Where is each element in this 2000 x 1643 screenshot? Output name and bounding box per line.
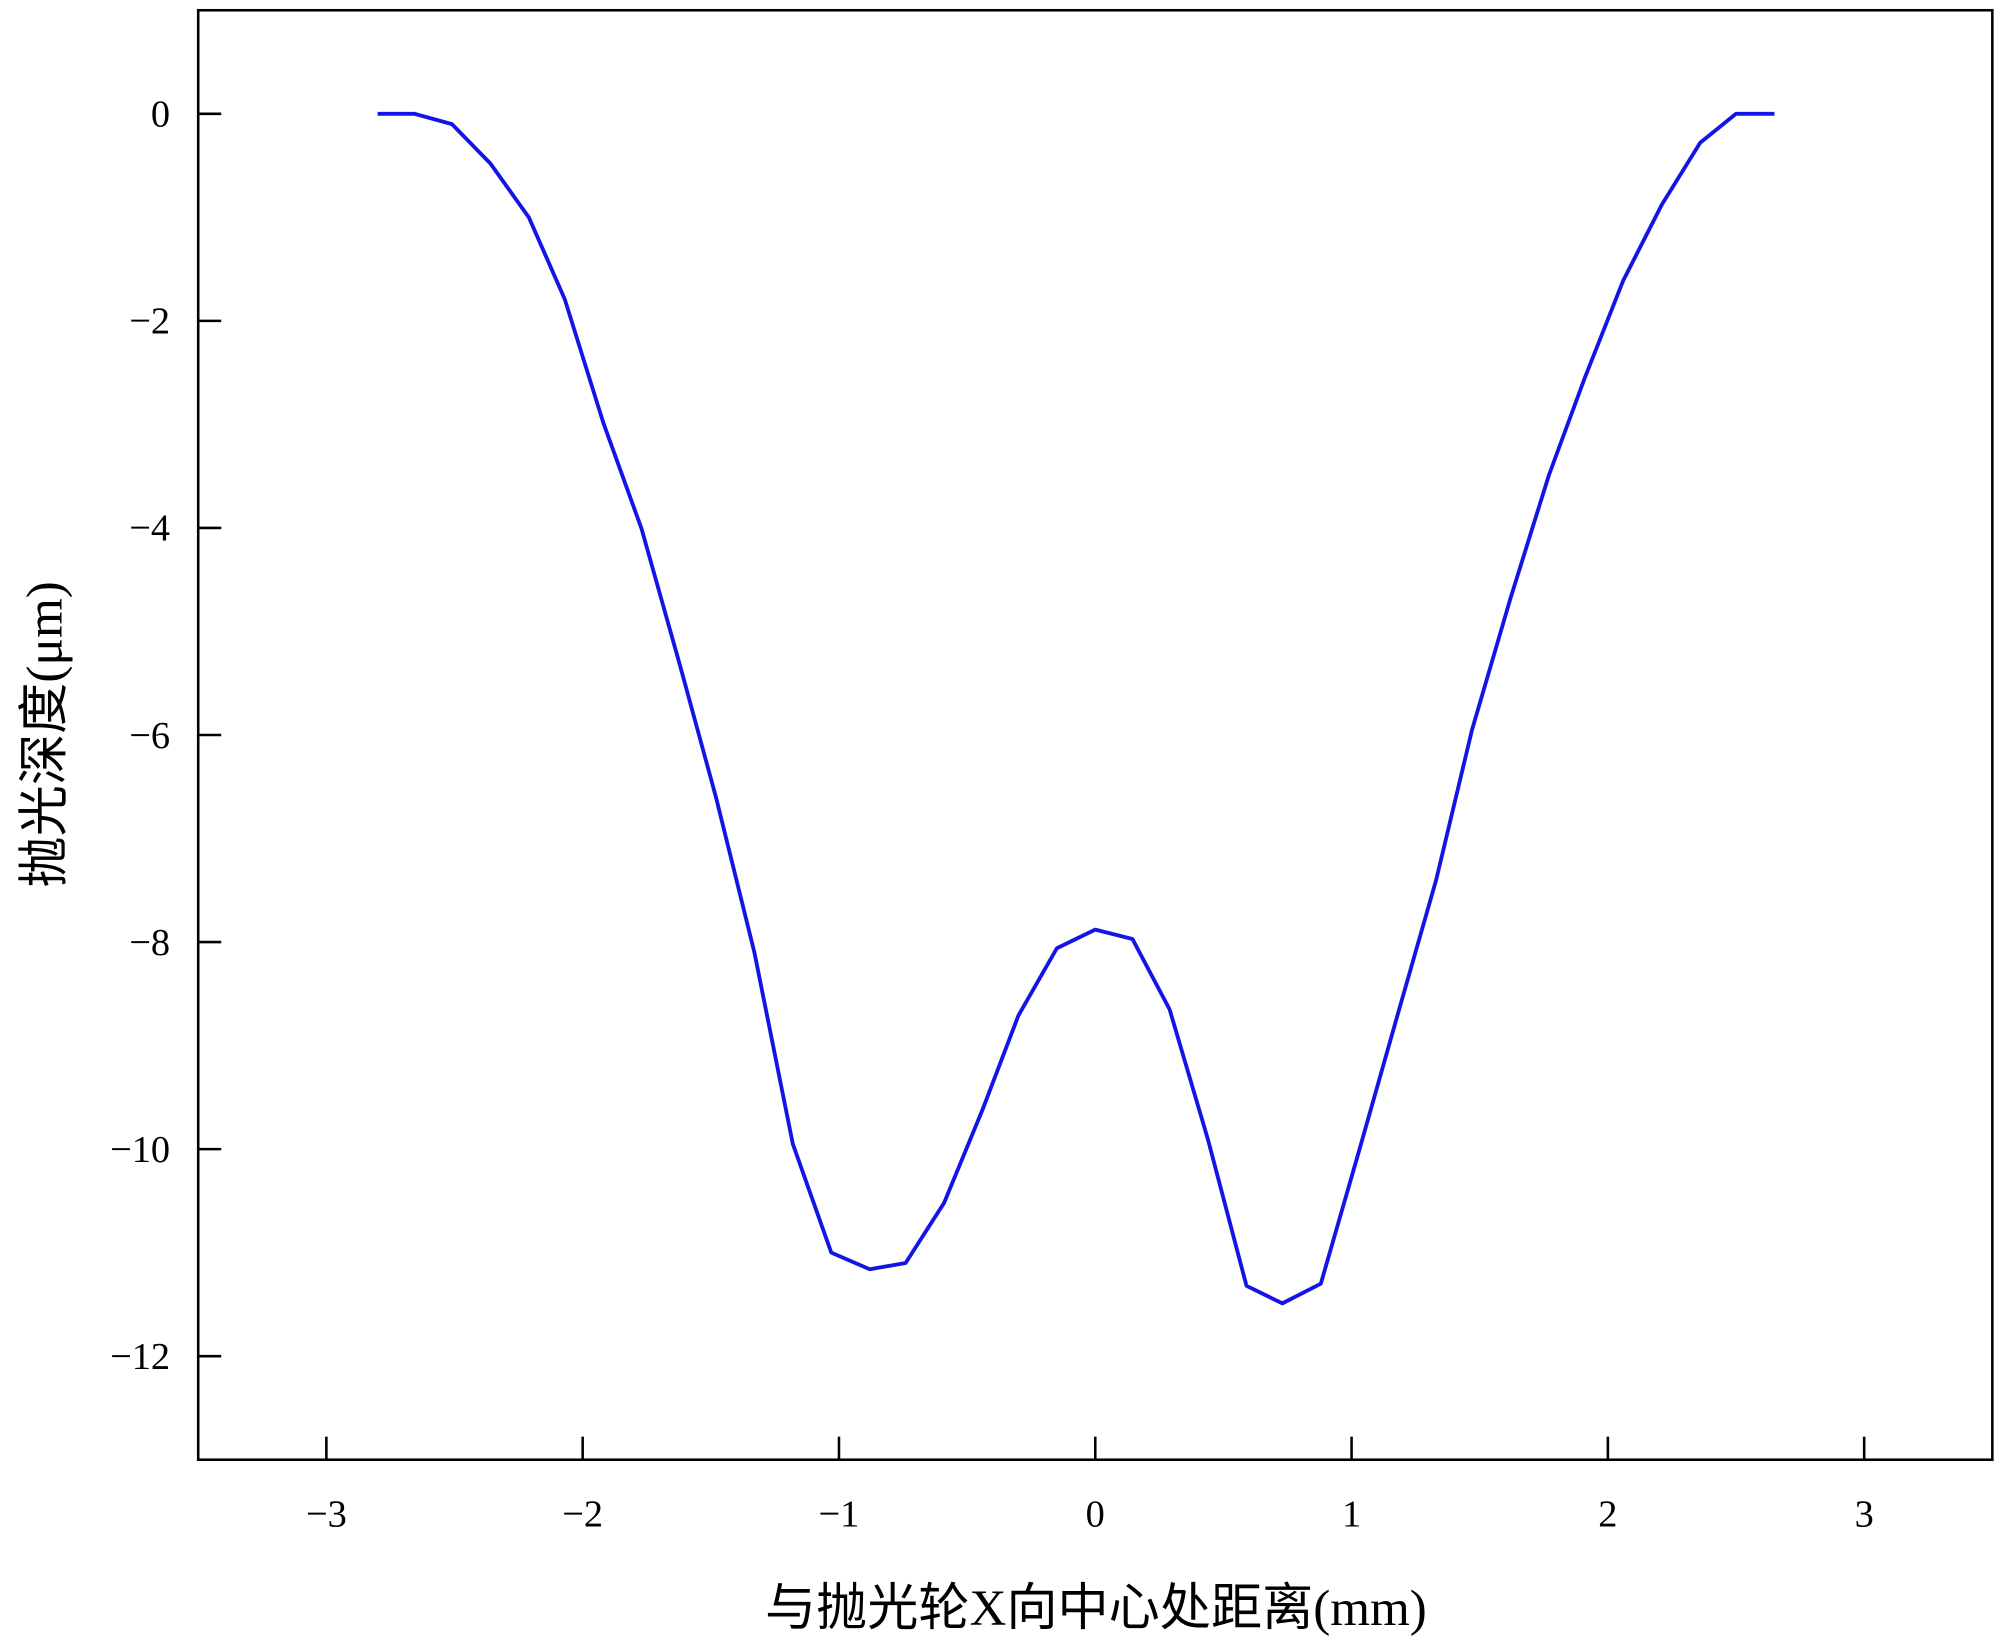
x-tick-label: 3 — [1855, 1493, 1874, 1535]
y-tick-label: −2 — [129, 301, 170, 343]
y-tick-label: −10 — [110, 1129, 170, 1171]
x-tick-label: −1 — [819, 1493, 860, 1535]
plot-frame — [196, 8, 1994, 1462]
x-axis-label: 与抛光轮X向中心处距离(mm) — [765, 1580, 1427, 1637]
y-axis-label: 抛光深度(μm) — [16, 581, 73, 887]
y-tick-label: −4 — [129, 508, 170, 550]
x-tick-label: −3 — [306, 1493, 347, 1535]
data-line — [377, 111, 1775, 1306]
y-tick-label: −12 — [110, 1336, 170, 1378]
y-tick-label: 0 — [151, 94, 170, 136]
y-tick-label: −8 — [129, 922, 170, 964]
x-tick-label: −2 — [562, 1493, 603, 1535]
x-tick-label: 0 — [1086, 1493, 1105, 1535]
x-tick-label: 1 — [1342, 1493, 1361, 1535]
x-tick-label: 2 — [1598, 1493, 1617, 1535]
y-tick-label: −6 — [129, 715, 170, 757]
